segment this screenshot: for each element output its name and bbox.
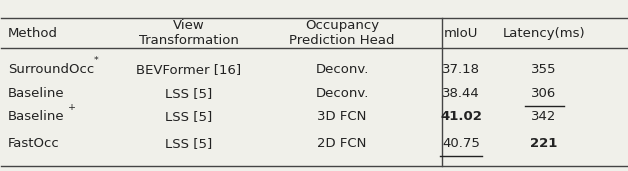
- Text: BEVFormer [16]: BEVFormer [16]: [136, 63, 242, 76]
- Text: 355: 355: [531, 63, 557, 76]
- Text: Deconv.: Deconv.: [315, 63, 369, 76]
- Text: View
Transformation: View Transformation: [139, 19, 239, 47]
- Text: 41.02: 41.02: [440, 110, 482, 123]
- Text: 2D FCN: 2D FCN: [317, 137, 367, 150]
- Text: 38.44: 38.44: [442, 87, 480, 100]
- Text: Deconv.: Deconv.: [315, 87, 369, 100]
- Text: Baseline: Baseline: [8, 110, 64, 123]
- Text: Baseline: Baseline: [8, 87, 64, 100]
- Text: Latency(ms): Latency(ms): [503, 27, 585, 40]
- Text: 306: 306: [531, 87, 556, 100]
- Text: 342: 342: [531, 110, 557, 123]
- Text: LSS [5]: LSS [5]: [165, 137, 213, 150]
- Text: 221: 221: [531, 137, 558, 150]
- Text: mIoU: mIoU: [444, 27, 478, 40]
- Text: 3D FCN: 3D FCN: [317, 110, 367, 123]
- Text: LSS [5]: LSS [5]: [165, 87, 213, 100]
- Text: +: +: [68, 103, 76, 112]
- Text: Method: Method: [8, 27, 58, 40]
- Text: SurroundOcc: SurroundOcc: [8, 63, 94, 76]
- Text: Occupancy
Prediction Head: Occupancy Prediction Head: [290, 19, 395, 47]
- Text: *: *: [94, 56, 99, 65]
- Text: FastOcc: FastOcc: [8, 137, 60, 150]
- Text: 37.18: 37.18: [442, 63, 480, 76]
- Text: 40.75: 40.75: [442, 137, 480, 150]
- Text: LSS [5]: LSS [5]: [165, 110, 213, 123]
